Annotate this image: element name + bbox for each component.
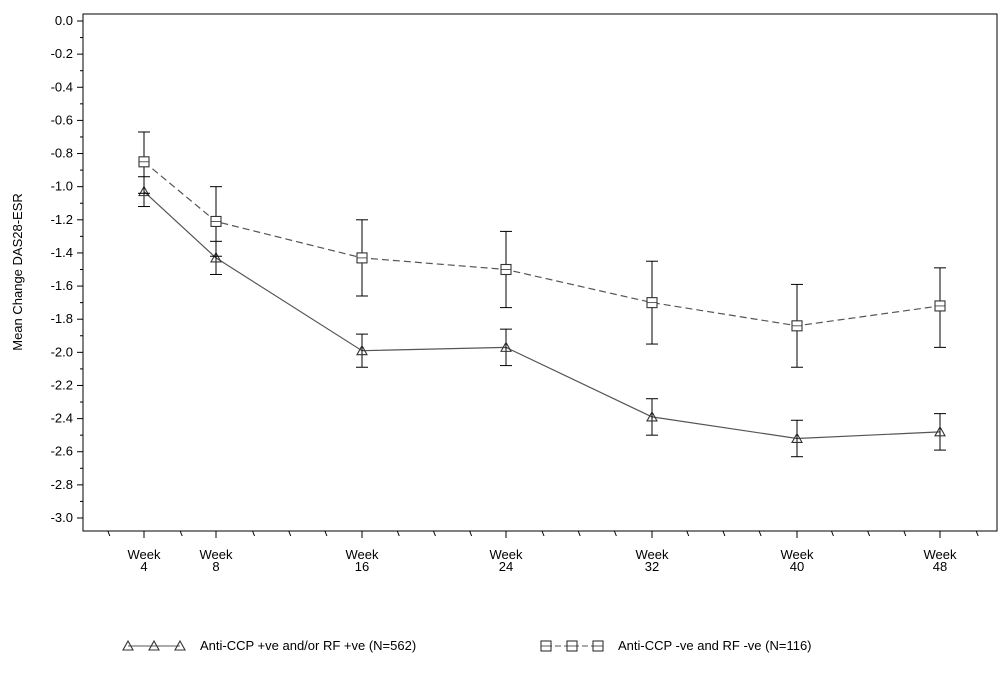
plot-frame — [82, 13, 998, 532]
data-point — [356, 344, 368, 356]
x-minor-tick — [867, 530, 871, 537]
x-minor-tick — [830, 530, 834, 537]
x-minor-tick — [975, 530, 979, 537]
y-axis-title: Mean Change DAS28-ESR — [10, 193, 25, 351]
y-tick-label: -2.2 — [51, 377, 73, 392]
x-tick-label: Week — [346, 547, 379, 562]
x-minor-tick — [179, 530, 183, 537]
data-point — [500, 341, 512, 352]
legend-item: Anti-CCP -ve and RF -ve (N=116) — [540, 638, 812, 653]
x-minor-tick — [686, 530, 690, 537]
x-tick-label: Week — [924, 547, 957, 562]
y-axis: 0.0 -0.2 -0.4 -0.6 -0.8 -1.0 -1.2 -1.4 -1.6 -1.8 -… — [51, 13, 83, 525]
legend-item: Anti-CCP +ve and/or RF +ve (N=562) — [122, 638, 416, 653]
series-triangle — [138, 176, 946, 458]
series-line — [143, 191, 941, 440]
y-tick-label: -2.6 — [51, 444, 73, 459]
x-tick-label: 24 — [499, 559, 513, 574]
y-tick-label: -1.4 — [51, 245, 73, 260]
data-point — [646, 410, 658, 422]
series-square — [138, 131, 946, 368]
x-tick-label: 4 — [140, 559, 147, 574]
x-tick-label: Week — [128, 547, 161, 562]
x-tick-label: 32 — [645, 559, 659, 574]
x-tick-label: 8 — [212, 559, 219, 574]
x-minor-tick — [107, 530, 111, 537]
data-point — [138, 185, 150, 197]
x-tick-label: 40 — [790, 559, 804, 574]
x-minor-tick — [396, 530, 400, 537]
x-tick-label: 48 — [933, 559, 947, 574]
y-tick-label: -0.6 — [51, 112, 73, 127]
data-point — [210, 251, 222, 263]
legend-marker — [148, 639, 160, 651]
y-tick-label: -2.0 — [51, 344, 73, 359]
x-tick-label: 16 — [355, 559, 369, 574]
y-tick-label: -1.2 — [51, 212, 73, 227]
x-minor-tick — [903, 530, 907, 537]
y-tick-label: -1.8 — [51, 311, 73, 326]
series-layer — [138, 131, 946, 458]
x-minor-tick — [252, 530, 256, 537]
x-minor-tick — [541, 530, 545, 537]
legend: Anti-CCP +ve and/or RF +ve (N=562) Anti-C… — [122, 638, 812, 653]
data-point — [791, 432, 803, 444]
y-tick-label: -0.4 — [51, 79, 73, 94]
x-minor-tick — [288, 530, 292, 537]
legend-label: Anti-CCP -ve and RF -ve (N=116) — [618, 638, 812, 653]
y-tick-label: -0.2 — [51, 46, 73, 61]
x-minor-tick — [324, 530, 328, 537]
y-tick-label: -3.0 — [51, 510, 73, 525]
y-tick-label: -2.8 — [51, 477, 73, 492]
legend-marker — [122, 639, 134, 651]
x-minor-tick — [432, 530, 436, 537]
y-tick-label: -1.6 — [51, 278, 73, 293]
x-tick-label: Week — [781, 547, 814, 562]
x-tick-label: Week — [200, 547, 233, 562]
x-tick-label: Week — [636, 547, 669, 562]
legend-marker — [174, 639, 186, 651]
y-tick-label: -1.0 — [51, 179, 73, 194]
data-point — [934, 425, 946, 437]
series-line — [143, 161, 941, 327]
x-minor-tick — [469, 530, 473, 537]
y-tick-label: 0.0 — [55, 13, 73, 28]
x-minor-tick — [758, 530, 762, 537]
x-minor-tick — [613, 530, 617, 537]
y-tick-label: -2.4 — [51, 411, 73, 426]
x-minor-tick — [722, 530, 726, 537]
x-minor-tick — [577, 530, 581, 537]
y-tick-label: -0.8 — [51, 146, 73, 161]
legend-label: Anti-CCP +ve and/or RF +ve (N=562) — [200, 638, 416, 653]
x-tick-label: Week — [490, 547, 523, 562]
